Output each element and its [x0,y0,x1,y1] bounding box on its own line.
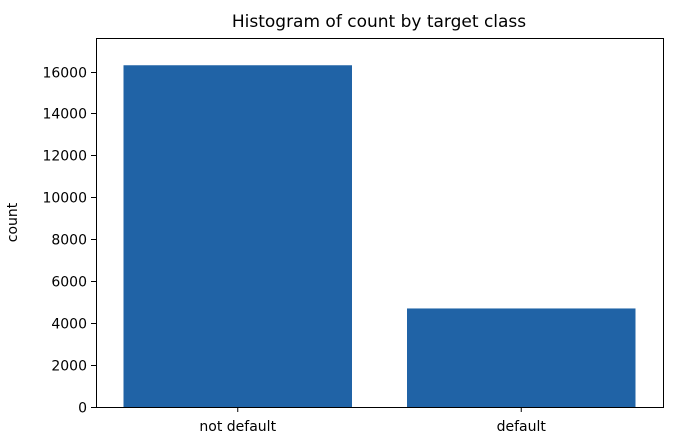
y-tick-label: 0 [78,401,87,417]
bar-not-default [123,65,353,408]
y-tick-label: 6000 [51,275,87,291]
plot-frame [96,38,664,408]
y-tick-label: 14000 [42,107,87,123]
bar-default [406,308,636,407]
chart-title: Histogram of count by target class [232,12,526,32]
x-axis-ticks: not default default [199,407,546,435]
bars-layer [123,65,636,408]
y-tick-label: 16000 [42,66,87,82]
y-axis-label: count [5,202,21,242]
y-axis-ticks: 0 2000 4000 6000 8000 10000 12000 14000 16000 [42,66,96,417]
x-tick-label: not default [199,419,276,435]
y-tick-label: 8000 [51,233,87,249]
y-tick-label: 4000 [51,317,87,333]
y-tick-label: 12000 [42,149,87,165]
y-tick-label: 10000 [42,191,87,207]
y-tick-label: 2000 [51,359,87,375]
x-tick-label: default [497,419,547,435]
